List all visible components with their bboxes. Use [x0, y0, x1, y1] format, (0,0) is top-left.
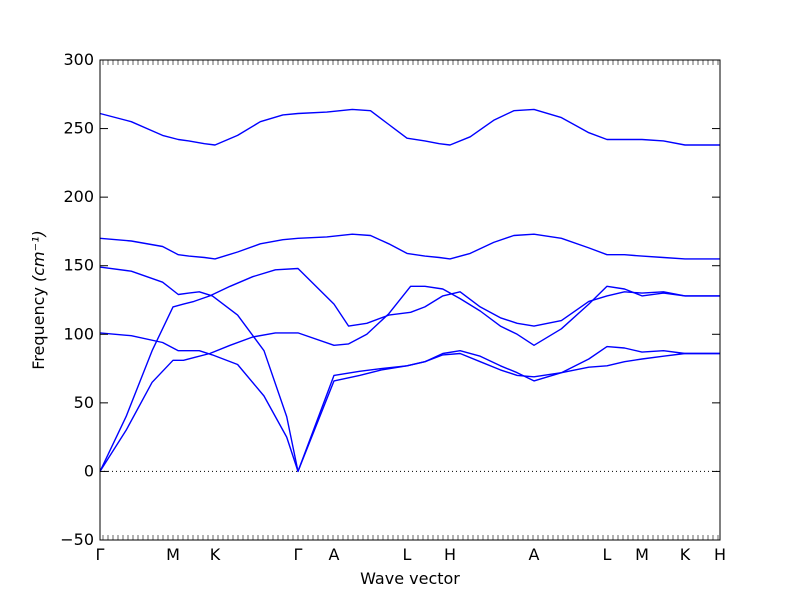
band-line-6: [99, 285, 720, 472]
x-tick-label: M: [635, 545, 649, 564]
band-line-2: [99, 233, 720, 260]
y-tick-label: 100: [63, 324, 94, 343]
y-tick-label: 50: [74, 393, 94, 412]
band-line-1: [99, 108, 720, 146]
y-tick-label: −50: [60, 530, 94, 549]
y-axis-label: Frequency (cm⁻¹): [29, 230, 48, 369]
plot-area: [99, 108, 720, 473]
band-line-5: [99, 267, 720, 472]
y-tick-label: 150: [63, 256, 94, 275]
y-axis-label-text: Frequency: [29, 287, 48, 370]
x-tick-label: M: [166, 545, 180, 564]
x-tick-label: L: [403, 545, 412, 564]
x-tick-label: L: [603, 545, 612, 564]
band-line-4: [99, 332, 720, 473]
x-tick-label: A: [329, 545, 340, 564]
ticks: −50 0 50 100 150 200 250 300 Γ M K Γ A L H A L M K H: [60, 50, 726, 564]
y-tick-label: 0: [84, 461, 94, 480]
x-tick-label: A: [529, 545, 540, 564]
y-tick-label: 200: [63, 187, 94, 206]
y-tick-label: 300: [63, 50, 94, 69]
x-tick-label: H: [444, 545, 456, 564]
x-tick-label: Γ: [294, 545, 303, 564]
x-tick-label: H: [714, 545, 726, 564]
axes-frame: [99, 59, 721, 541]
y-axis-label-unit: (cm⁻¹): [29, 230, 48, 282]
x-tick-label: K: [680, 545, 691, 564]
x-tick-label: Γ: [96, 545, 105, 564]
band-line-3: [99, 266, 720, 473]
y-tick-label: 250: [63, 119, 94, 138]
x-axis-label: Wave vector: [360, 569, 460, 588]
x-tick-label: K: [210, 545, 221, 564]
